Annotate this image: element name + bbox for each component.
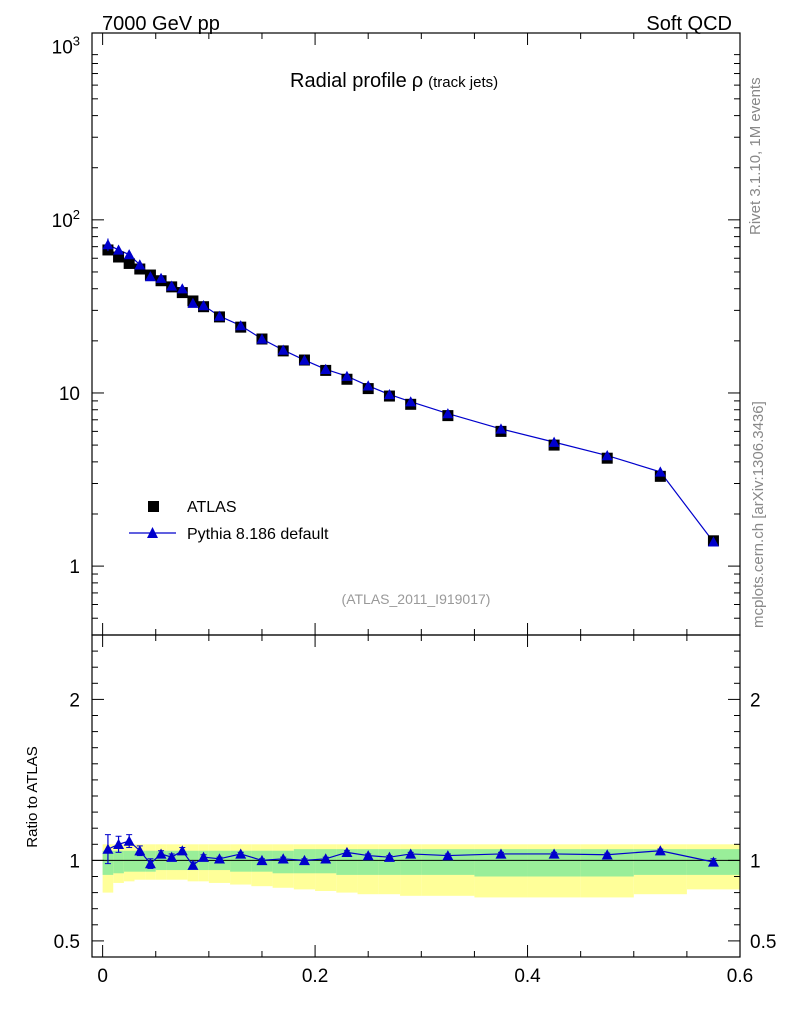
pythia-point [442,408,454,419]
pythia-point [495,423,507,434]
ratio-xtick-label: 0.6 [727,966,753,987]
pythia-point [362,380,374,391]
ratio-xtick-label: 0.4 [514,966,541,987]
ratio-ytick-label-right: 2 [750,690,761,711]
main-ytick-label: 10 [59,384,80,405]
ratio-point [298,854,310,866]
main-ytick-label: 1 [69,557,80,578]
ratio-point [213,853,225,864]
energy-label: 7000 GeV pp [102,13,220,35]
plot-title-main: Radial profile [290,70,407,92]
ratio-band-inner [336,849,358,875]
pythia-point [113,244,125,255]
main-frame [91,32,741,636]
ratio-point [155,848,167,859]
ratio-marks-layer [102,834,719,870]
ratio-point [495,848,507,859]
pythia-point [277,344,289,355]
pythia-point [102,239,114,250]
ratio-point [383,851,395,862]
legend-atlas-marker [148,501,159,512]
ratio-band-inner [123,850,135,872]
pythia-point [548,436,560,447]
ratio-band-inner [378,849,401,875]
pythia-point [341,370,353,381]
mcplots-label: mcplots.cern.ch [arXiv:1306.3436] [750,401,767,628]
pythia-point [198,300,210,311]
ratio-point [277,853,289,864]
ratio-ytick-label-right: 0.5 [750,932,776,953]
pythia-point [123,249,135,260]
main-ticks-layer [92,33,741,636]
ratio-band-inner [134,850,146,872]
pythia-point [320,363,332,374]
main-ytick-label: 103 [52,34,80,59]
ratio-point [235,848,247,859]
ratio-point [256,854,268,866]
main-tick-labels-layer: 1 10 102 103 [52,34,80,578]
ratio-point [601,849,613,860]
main-marks-layer [102,238,719,547]
main-ytick-label: 102 [52,207,80,232]
ratio-point [707,856,719,867]
ratio-point [362,850,374,861]
pythia-line [107,244,714,543]
pythia-point [134,259,146,270]
plot-title: Radial profile ρ (track jets) [290,70,498,92]
ratio-xtick-label: 0.2 [302,966,328,987]
pythia-point [383,388,395,400]
pythia-point [654,466,666,477]
ratio-point [123,835,135,846]
ratio-ytick-label-left: 2 [69,690,80,711]
ratio-point [102,843,114,854]
legend-pythia-marker [147,527,158,538]
ratio-point [113,838,125,849]
ratio-point [405,848,417,859]
ratio-frame [91,634,741,958]
pythia-point [144,271,156,282]
ratio-ylabel: Ratio to ATLAS [24,746,41,847]
ratio-point [341,846,353,858]
ratio-point [176,845,188,856]
ratio-point [144,858,156,869]
ratio-point [166,851,178,862]
ratio-xtick-label: 0 [97,966,108,987]
pythia-point [405,396,417,407]
ratio-tick-labels-layer: 0.5 0.5 1 1 2 2 0 0.2 0.4 0.6 [54,690,777,987]
ratio-point [320,853,332,864]
plot-title-symbol: ρ [412,70,423,92]
legend-atlas-label: ATLAS [187,499,237,516]
legend-pythia-label: Pythia 8.186 default [187,526,329,543]
pythia-point [256,333,268,344]
pythia-point [213,310,225,321]
ratio-band-inner [113,850,124,874]
pythia-point [176,283,188,294]
ratio-point [654,845,666,856]
atlas-point [123,257,135,269]
ratio-point [187,859,199,870]
analysis-id: (ATLAS_2011_I919017) [342,591,491,607]
ratio-ytick-label-right: 1 [750,851,761,872]
pythia-point [187,297,199,308]
process-label: Soft QCD [646,13,732,35]
ratio-ticks-layer [92,635,741,957]
rivet-label: Rivet 3.1.10, 1M events [747,77,764,235]
pythia-point [166,280,178,291]
pythia-point [298,354,310,365]
atlas-point [113,251,125,263]
ratio-ytick-label-left: 0.5 [54,932,80,953]
pythia-point [601,450,613,461]
ratio-band-inner [400,849,422,875]
ratio-point [134,845,146,856]
ratio-ytick-label-left: 1 [69,851,80,872]
plot-title-suffix: (track jets) [428,74,498,91]
pythia-point [235,320,247,331]
pythia-point [707,536,719,547]
pythia-point [155,272,167,283]
ratio-point [548,848,560,859]
legend: ATLAS Pythia 8.186 default [129,499,329,543]
ratio-point [198,851,210,862]
ratio-point [442,850,454,861]
